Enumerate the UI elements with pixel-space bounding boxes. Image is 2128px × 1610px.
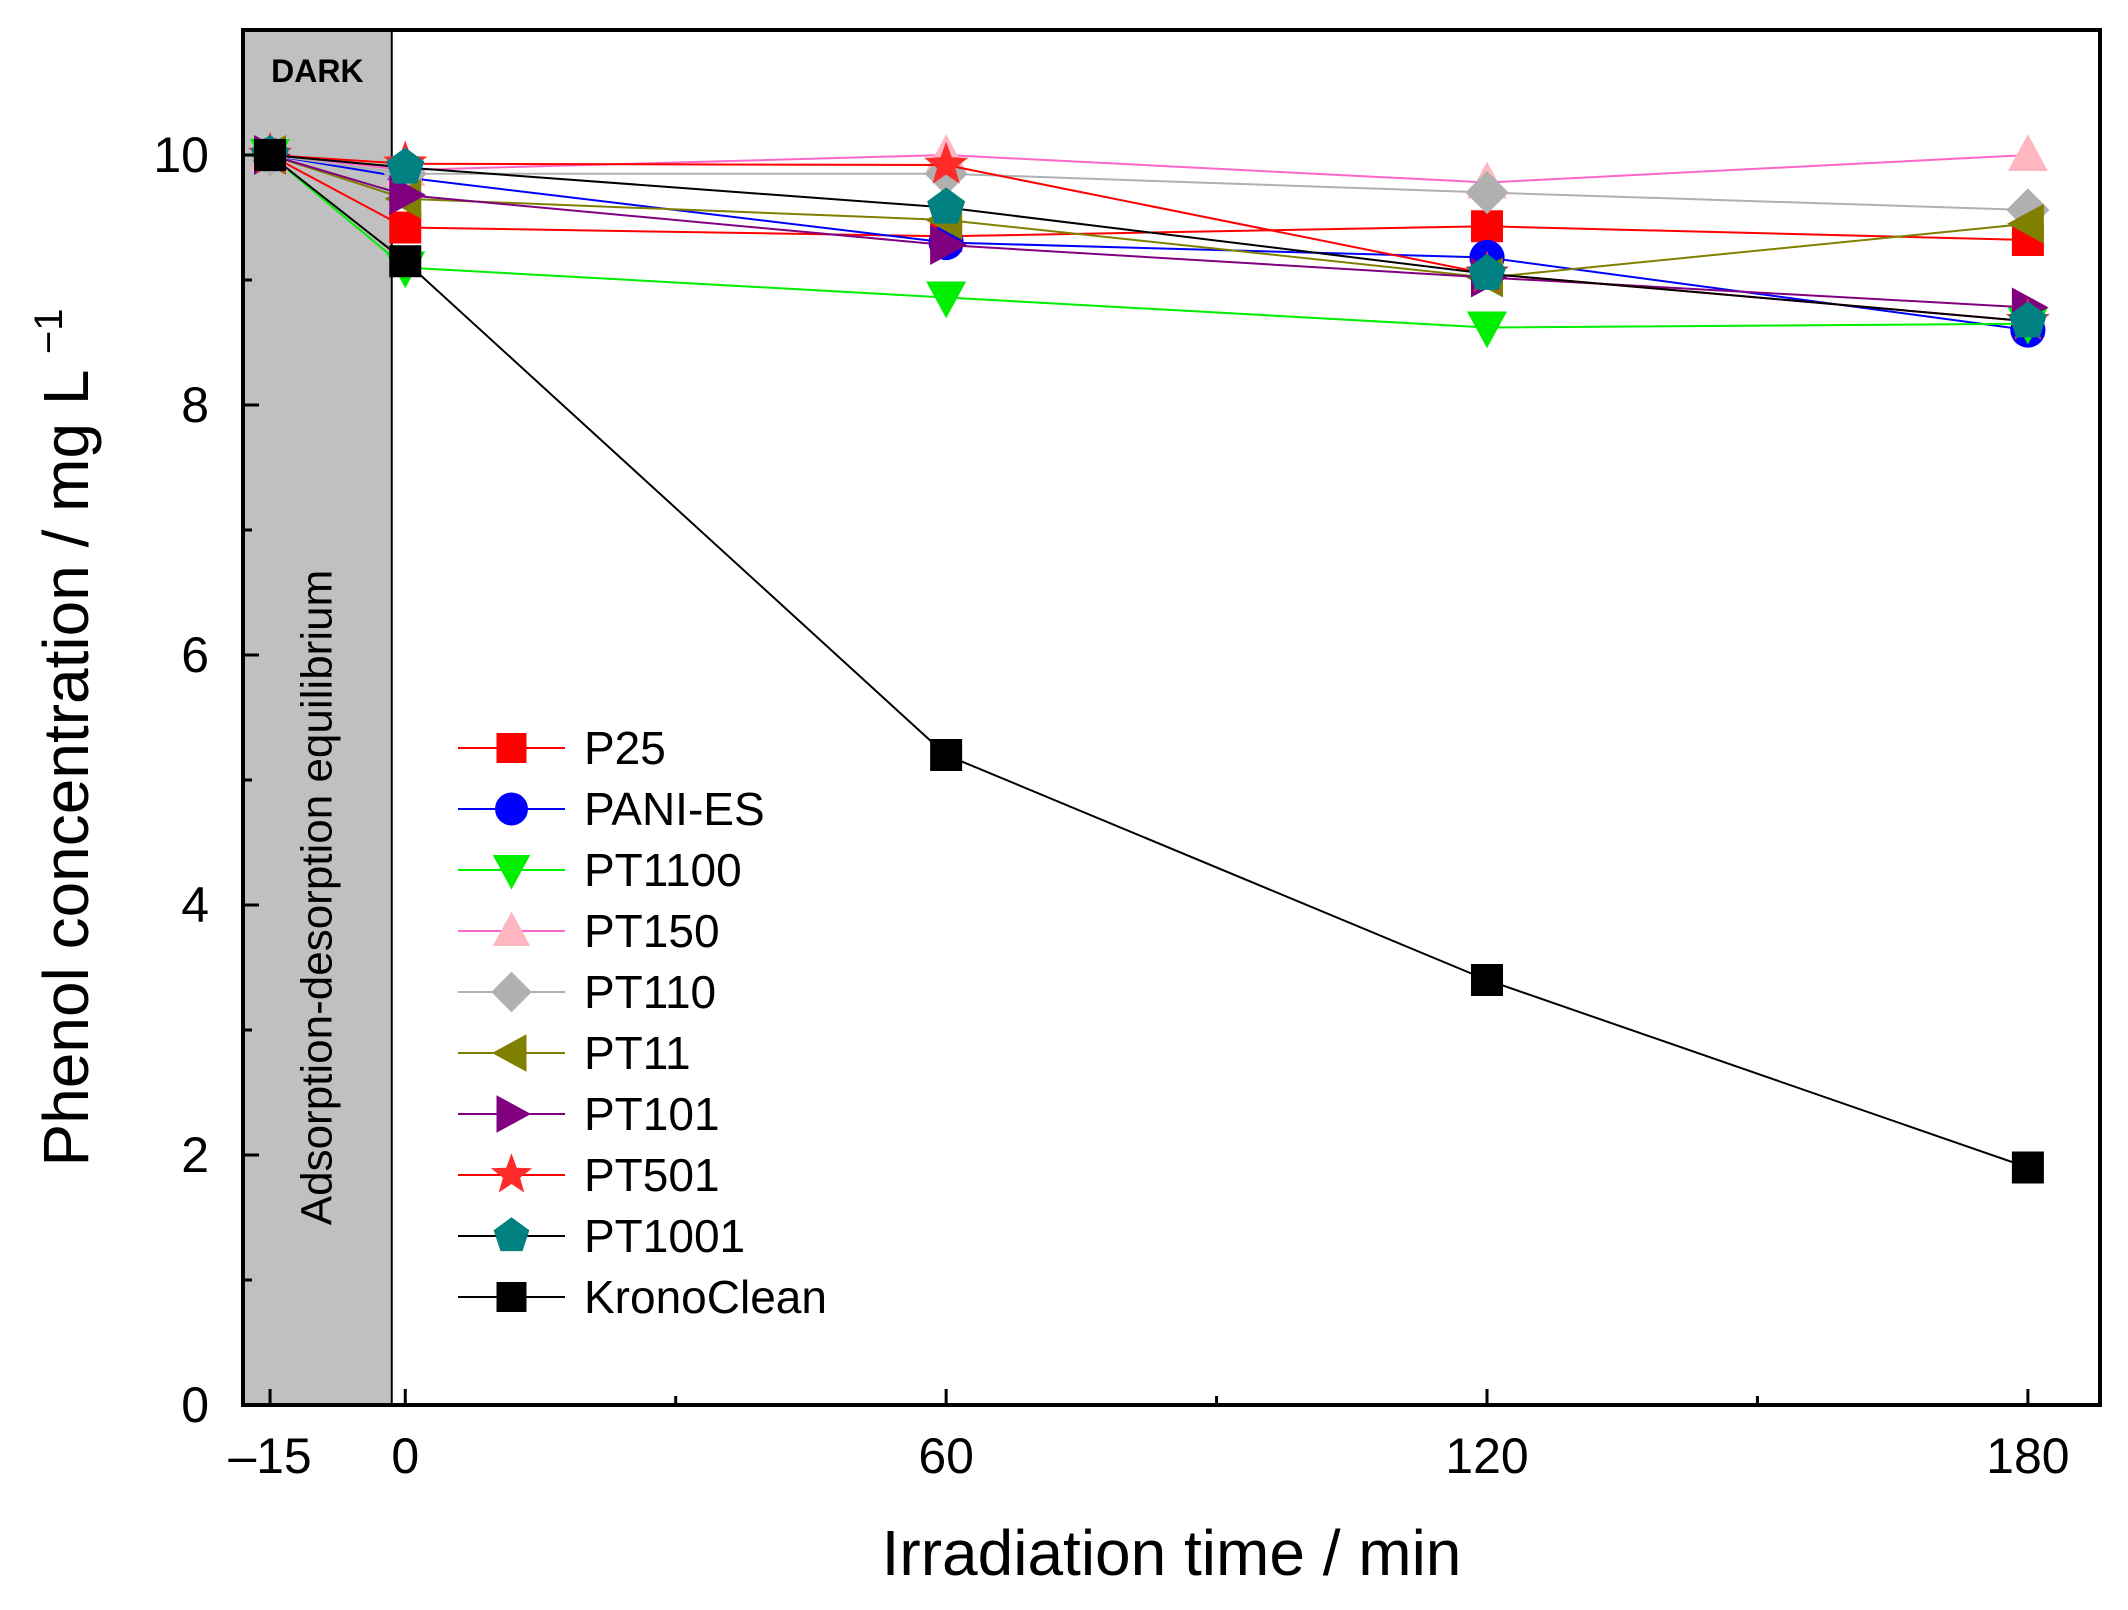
x-tick-label: 120: [1445, 1428, 1528, 1484]
y-tick-label: 0: [181, 1377, 209, 1433]
axis-ticks: –15 0 60 120 180 0 2 4 6 8 10: [153, 127, 2069, 1484]
legend-label: PT1001: [584, 1210, 745, 1262]
data-point: [1465, 170, 1509, 215]
data-point: [1471, 210, 1504, 243]
data-point: [926, 281, 967, 319]
legend-item: PT1100: [458, 844, 742, 896]
legend-item: PT1001: [458, 1210, 745, 1262]
legend-marker: [492, 855, 531, 890]
x-tick-label: –15: [228, 1428, 311, 1484]
legend-marker: [493, 1217, 530, 1252]
legend-label: P25: [584, 722, 666, 774]
data-point: [2007, 203, 2044, 244]
data-point: [924, 141, 969, 184]
legend-marker: [492, 911, 531, 946]
legend-marker: [496, 1282, 527, 1312]
legend: P25 PANI-ES PT1100 PT150 PT110 PT11 PT101 PT501…: [458, 722, 827, 1323]
data-point: [1471, 964, 1504, 996]
legend-item: KronoClean: [458, 1271, 827, 1323]
y-tick-label: 4: [181, 877, 209, 933]
data-point: [389, 245, 422, 278]
data-point: [389, 175, 427, 215]
dark-region-annotation: Adsorption-desorption equilibrium: [292, 570, 341, 1225]
x-tick-label: 180: [1986, 1428, 2069, 1484]
legend-label: PANI-ES: [584, 783, 765, 835]
legend-marker: [492, 1034, 527, 1072]
legend-label: PT501: [584, 1149, 720, 1201]
legend-label: PT1100: [584, 844, 742, 896]
data-point: [1467, 253, 1507, 290]
series-kronoclean: [254, 139, 2044, 1184]
legend-marker: [495, 792, 528, 826]
data-point: [386, 147, 425, 184]
legend-marker: [491, 971, 532, 1013]
data-point: [930, 739, 963, 771]
legend-marker: [490, 1153, 533, 1193]
legend-item: PT101: [458, 1088, 720, 1140]
data-point: [930, 225, 967, 265]
data-point: [2008, 301, 2047, 338]
data-point: [927, 187, 966, 224]
data-point: [389, 211, 422, 244]
legend-label: KronoClean: [584, 1271, 827, 1323]
dark-region-label: DARK: [271, 53, 363, 89]
x-tick-label: 0: [391, 1428, 419, 1484]
data-point: [2007, 134, 2048, 171]
plot-frame: [241, 28, 2102, 1407]
y-axis-title: Phenol concentration / mg L −1: [27, 309, 102, 1167]
legend-item: PT11: [458, 1027, 691, 1079]
legend-label: PT101: [584, 1088, 720, 1140]
dark-region: [243, 30, 392, 1405]
y-tick-label: 8: [181, 377, 209, 433]
y-tick-label: 2: [181, 1127, 209, 1183]
y-axis-title-superscript: −1: [27, 309, 71, 355]
legend-item: PANI-ES: [458, 783, 765, 835]
legend-item: PT501: [458, 1149, 720, 1201]
legend-marker: [496, 733, 527, 763]
x-tick-label: 60: [918, 1428, 974, 1484]
data-point: [254, 139, 287, 171]
legend-item: PT150: [458, 905, 720, 957]
legend-label: PT150: [584, 905, 720, 957]
x-axis-title: Irradiation time / min: [882, 1517, 1462, 1589]
y-axis-title-main: Phenol concentration / mg L: [30, 371, 102, 1166]
data-point: [2011, 1151, 2044, 1184]
data-point: [1467, 311, 1508, 349]
legend-item: PT110: [458, 966, 716, 1018]
legend-item: P25: [458, 722, 666, 774]
legend-label: PT11: [584, 1027, 691, 1079]
legend-label: PT110: [584, 966, 716, 1018]
y-tick-label: 10: [153, 127, 209, 183]
y-tick-label: 6: [181, 627, 209, 683]
series-layer: [247, 131, 2050, 1184]
legend-marker: [496, 1095, 531, 1133]
